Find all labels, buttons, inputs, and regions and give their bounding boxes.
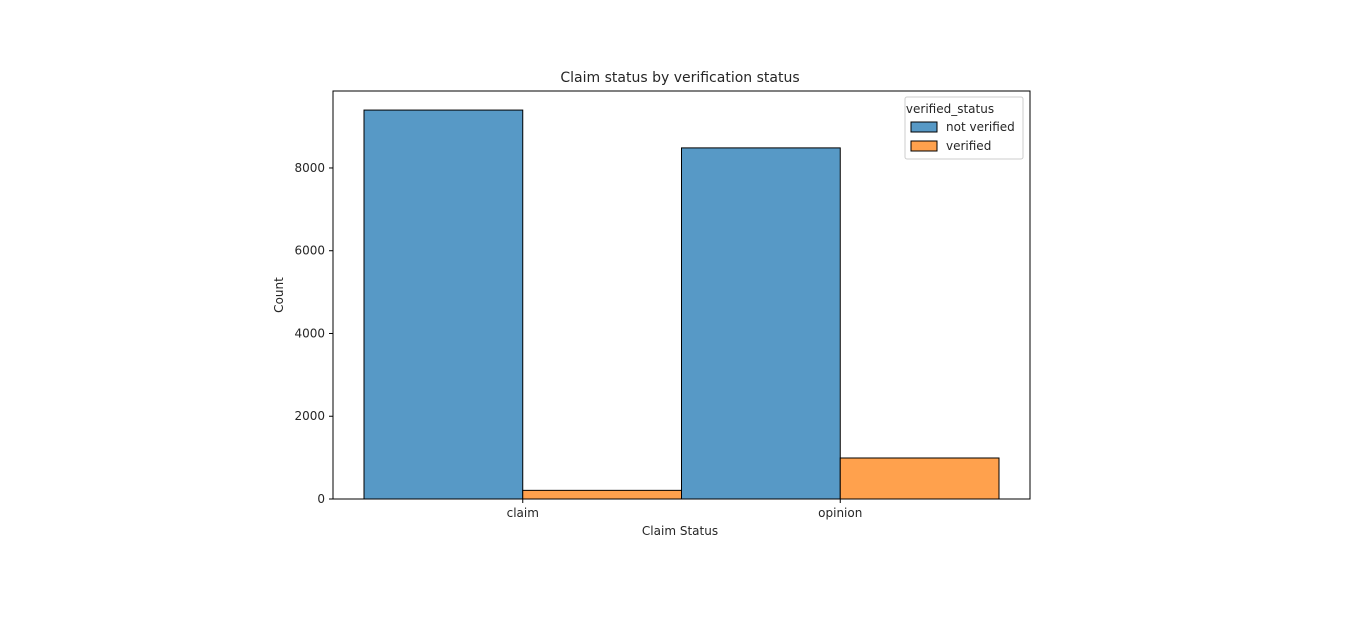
legend: verified_status not verified verified — [904, 96, 1024, 160]
legend-title: verified_status — [906, 102, 994, 116]
y-tick-label: 4000 — [294, 326, 325, 340]
legend-label-not-verified: not verified — [946, 120, 1015, 134]
legend-label-verified: verified — [946, 139, 991, 153]
x-tick-label: claim — [507, 506, 539, 520]
legend-swatch-verified — [910, 140, 938, 152]
bar-claim-not-verified — [363, 109, 524, 500]
bar-opinion-not-verified — [681, 147, 841, 500]
legend-entries: not verified verified — [910, 120, 1015, 153]
y-tick-label: 0 — [317, 492, 325, 506]
x-tick-label: opinion — [818, 506, 862, 520]
y-axis-label: Count — [272, 277, 286, 313]
axes-frame — [332, 90, 1031, 500]
chart-title: Claim status by verification status — [560, 70, 799, 86]
bars-layer — [363, 109, 1000, 500]
legend-swatch-not-verified — [910, 121, 938, 133]
x-axis-label: Claim Status — [642, 524, 718, 538]
axes-layer: claim opinion 0 2000 4000 6000 8000 — [294, 90, 1031, 520]
bar-opinion-verified — [839, 457, 1000, 500]
y-tick-label: 8000 — [294, 161, 325, 175]
y-tick-label: 6000 — [294, 244, 325, 258]
y-tick-label: 2000 — [294, 409, 325, 423]
bar-claim-verified — [522, 489, 682, 500]
